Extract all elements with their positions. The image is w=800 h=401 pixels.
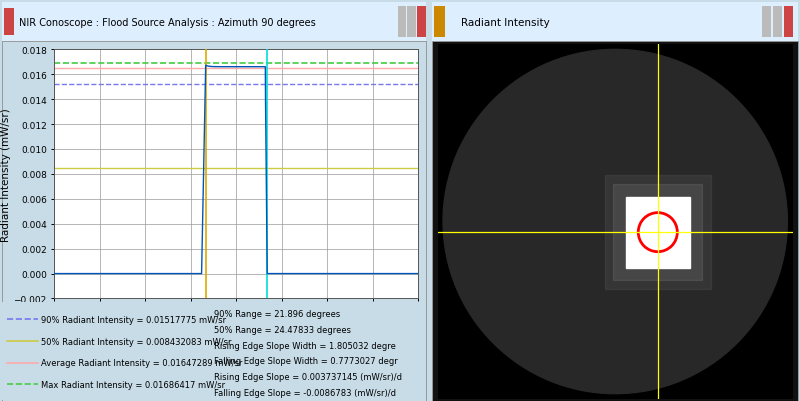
- Text: 50% Range = 24.47833 degrees: 50% Range = 24.47833 degrees: [214, 325, 351, 334]
- Text: Max Radiant Intensity = 0.01686417 mW/sr: Max Radiant Intensity = 0.01686417 mW/sr: [42, 380, 226, 389]
- Bar: [4, 9, 14, 36]
- Bar: [626, 197, 690, 268]
- Text: Rising Edge Slope Width = 1.805032 degre: Rising Edge Slope Width = 1.805032 degre: [214, 341, 396, 350]
- X-axis label: Inclination (degrees): Inclination (degrees): [182, 318, 290, 328]
- Bar: [773, 7, 782, 38]
- Bar: [398, 7, 406, 38]
- Text: NIR Conoscope : Flood Source Analysis : Azimuth 90 degrees: NIR Conoscope : Flood Source Analysis : …: [19, 18, 316, 27]
- Text: Radiant Intensity: Radiant Intensity: [462, 18, 550, 27]
- Bar: [407, 7, 416, 38]
- Text: 50% Radiant Intensity = 0.008432083 mW/sr: 50% Radiant Intensity = 0.008432083 mW/s…: [42, 337, 232, 346]
- Text: 90% Range = 21.896 degrees: 90% Range = 21.896 degrees: [214, 309, 340, 318]
- Bar: [434, 7, 445, 38]
- Text: Falling Edge Slope Width = 0.7773027 degr: Falling Edge Slope Width = 0.7773027 deg…: [214, 356, 398, 365]
- Text: Average Radiant Intensity = 0.01647289 mW/sr: Average Radiant Intensity = 0.01647289 m…: [42, 358, 242, 367]
- Text: Falling Edge Slope = -0.0086783 (mW/sr)/d: Falling Edge Slope = -0.0086783 (mW/sr)/…: [214, 388, 396, 397]
- Bar: [614, 185, 702, 280]
- Bar: [417, 7, 426, 38]
- Circle shape: [443, 50, 787, 394]
- Bar: [784, 7, 793, 38]
- Bar: [762, 7, 771, 38]
- Text: 90% Radiant Intensity = 0.01517775 mW/sr: 90% Radiant Intensity = 0.01517775 mW/sr: [42, 315, 226, 324]
- Text: Rising Edge Slope = 0.003737145 (mW/sr)/d: Rising Edge Slope = 0.003737145 (mW/sr)/…: [214, 372, 402, 381]
- Y-axis label: Radiant Intensity (mW/sr): Radiant Intensity (mW/sr): [1, 108, 10, 241]
- Bar: [605, 176, 711, 289]
